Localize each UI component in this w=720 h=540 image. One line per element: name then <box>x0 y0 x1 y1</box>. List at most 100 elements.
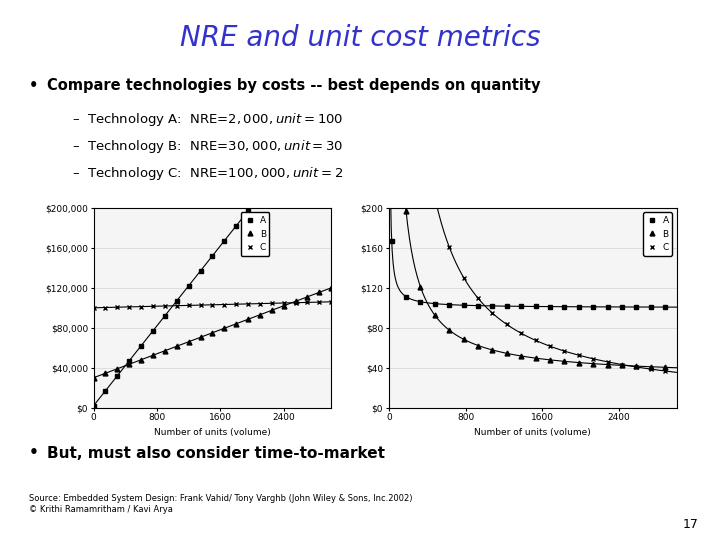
C <box>303 299 312 306</box>
B <box>589 360 598 367</box>
C <box>431 194 439 201</box>
B <box>303 294 312 300</box>
B <box>416 284 425 290</box>
B <box>503 350 511 356</box>
X-axis label: Number of units (volume): Number of units (volume) <box>474 428 591 437</box>
C <box>589 355 598 362</box>
C <box>531 337 540 343</box>
A <box>647 304 655 310</box>
A <box>517 303 526 309</box>
C <box>618 361 626 368</box>
Line: C: C <box>91 299 333 310</box>
C <box>161 303 169 309</box>
Text: But, must also consider time-to-market: But, must also consider time-to-market <box>47 446 384 461</box>
B <box>173 343 181 349</box>
B <box>531 355 540 361</box>
C <box>327 299 336 305</box>
A <box>603 303 612 310</box>
C <box>416 100 425 106</box>
C <box>113 304 122 310</box>
B <box>148 352 157 359</box>
B <box>618 362 626 369</box>
Line: A: A <box>91 104 333 408</box>
A <box>488 303 497 309</box>
C <box>208 301 217 308</box>
C <box>101 304 110 310</box>
C <box>256 300 264 307</box>
B <box>315 289 324 295</box>
C <box>647 366 655 373</box>
Text: © Krithi Ramamritham / Kavi Arya: © Krithi Ramamritham / Kavi Arya <box>29 505 173 514</box>
B <box>279 302 288 309</box>
B <box>546 356 554 363</box>
B <box>196 334 204 341</box>
A <box>196 268 204 274</box>
C <box>632 364 641 370</box>
A <box>208 253 217 259</box>
B <box>445 327 454 333</box>
B <box>220 325 229 332</box>
B <box>137 356 145 363</box>
B <box>560 358 569 365</box>
C <box>137 303 145 310</box>
A <box>531 303 540 310</box>
Text: •: • <box>29 446 39 461</box>
C <box>291 300 300 306</box>
A <box>560 303 569 310</box>
B <box>474 342 482 349</box>
A <box>184 282 193 289</box>
B <box>488 347 497 353</box>
A <box>303 133 312 139</box>
Line: C: C <box>390 0 682 375</box>
B <box>327 285 336 291</box>
C <box>445 244 454 251</box>
B <box>517 353 526 359</box>
A <box>589 303 598 310</box>
A <box>618 303 626 310</box>
C <box>184 302 193 309</box>
C <box>279 300 288 306</box>
C <box>560 348 569 354</box>
Text: –  Technology B:  NRE=$30,000,  unit=$30: – Technology B: NRE=$30,000, unit=$30 <box>72 138 343 154</box>
A <box>327 103 336 109</box>
C <box>459 274 468 281</box>
A <box>474 302 482 309</box>
B <box>268 307 276 314</box>
A <box>387 238 396 245</box>
B <box>603 361 612 368</box>
B <box>89 375 98 381</box>
C <box>603 359 612 365</box>
B <box>113 366 122 372</box>
A <box>315 118 324 124</box>
B <box>291 298 300 305</box>
B <box>243 316 253 322</box>
Text: •: • <box>29 78 38 93</box>
A <box>137 342 145 349</box>
B <box>184 339 193 345</box>
Legend: A, B, C: A, B, C <box>644 212 672 255</box>
A <box>148 328 157 334</box>
C <box>675 369 684 376</box>
A <box>220 238 229 244</box>
B <box>459 336 468 342</box>
A <box>431 300 439 307</box>
C <box>517 330 526 336</box>
A <box>445 301 454 308</box>
A <box>416 299 425 305</box>
B <box>402 208 410 214</box>
B <box>125 361 134 368</box>
C <box>575 352 583 359</box>
C <box>148 303 157 309</box>
A <box>279 163 288 169</box>
A <box>459 302 468 308</box>
B <box>632 363 641 369</box>
C <box>315 299 324 305</box>
A <box>125 357 134 364</box>
C <box>503 321 511 328</box>
X-axis label: Number of units (volume): Number of units (volume) <box>154 428 271 437</box>
C <box>173 302 181 309</box>
B <box>208 329 217 336</box>
B <box>647 363 655 370</box>
Text: Source: Embedded System Design: Frank Vahid/ Tony Varghb (John Wiley & Sons, Inc: Source: Embedded System Design: Frank Va… <box>29 494 413 503</box>
A <box>113 373 122 379</box>
